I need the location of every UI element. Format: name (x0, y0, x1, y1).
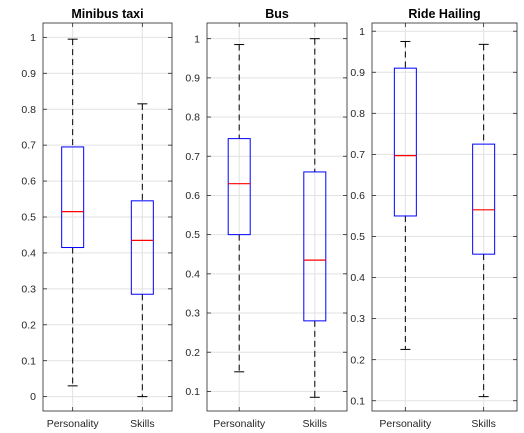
y-tick-label: 0.8 (350, 108, 365, 120)
y-tick-label: 0.6 (185, 190, 200, 202)
y-tick-label: 0.9 (185, 72, 200, 84)
iqr-box (303, 171, 327, 322)
y-tick-label: 1 (194, 33, 200, 45)
y-tick-label: 0.3 (21, 283, 36, 295)
y-tick-label: 0.1 (185, 386, 200, 398)
chart-panel: 0.1 0.2 0.3 0.4 0.5 0.6 0.7 0.8 0.9 1 Personality S… (185, 7, 348, 430)
chart-title: Minibus taxi (71, 7, 143, 21)
y-tick-label: 0.2 (350, 354, 365, 366)
y-tick-label: 0.5 (350, 231, 365, 243)
y-tick-label: 0.5 (185, 229, 200, 241)
y-tick-label: 0.8 (185, 112, 200, 124)
iqr-box (393, 67, 417, 217)
y-tick-label: 0.6 (350, 190, 365, 202)
box-plot-skills (303, 38, 327, 398)
box-plot-personality (393, 40, 417, 350)
y-tick-label: 0.1 (350, 395, 365, 407)
x-category-label: Skills (303, 418, 328, 430)
y-tick-label: 0.7 (350, 149, 365, 161)
y-tick-label: 0.4 (21, 248, 36, 260)
x-category-label: Personality (213, 418, 266, 430)
y-tick-label: 0.6 (21, 176, 36, 188)
x-category-label: Skills (130, 418, 155, 430)
y-tick-label: 0.8 (21, 104, 36, 116)
axes-frame (371, 22, 518, 412)
chart-panel: 0.1 0.2 0.3 0.4 0.5 0.6 0.7 0.8 0.9 1 Personality S… (350, 7, 518, 430)
y-tick-label: 0 (30, 391, 36, 403)
iqr-box (61, 146, 85, 249)
box-plot-skills (130, 103, 154, 398)
x-category-label: Personality (47, 418, 100, 430)
y-tick-label: 0.5 (21, 212, 36, 224)
y-tick-label: 0.2 (21, 319, 36, 331)
y-tick-label: 0.3 (185, 308, 200, 320)
y-tick-label: 1 (359, 26, 365, 38)
y-tick-label: 0.7 (185, 151, 200, 163)
box-plot-personality (61, 38, 85, 387)
y-tick-label: 0.2 (185, 347, 200, 359)
y-tick-label: 0.3 (350, 313, 365, 325)
x-category-label: Skills (471, 418, 496, 430)
y-tick-label: 1 (30, 32, 36, 44)
y-tick-label: 0.4 (350, 272, 365, 284)
x-category-label: Personality (379, 418, 432, 430)
iqr-box (472, 143, 496, 255)
iqr-box (227, 138, 251, 236)
chart-title: Ride Hailing (408, 7, 480, 21)
box-plot-skills (472, 43, 496, 398)
y-tick-label: 0.9 (21, 68, 36, 80)
box-plot-personality (227, 44, 251, 373)
y-tick-label: 0.9 (350, 67, 365, 79)
chart-panel: 0 0.1 0.2 0.3 0.4 0.5 0.6 0.7 0.8 0.9 1 Personality… (21, 7, 173, 430)
iqr-box (130, 200, 154, 295)
y-tick-label: 0.4 (185, 268, 200, 280)
chart-title: Bus (265, 7, 289, 21)
y-tick-label: 0.1 (21, 355, 36, 367)
y-tick-label: 0.7 (21, 140, 36, 152)
axes-frame (206, 22, 348, 412)
